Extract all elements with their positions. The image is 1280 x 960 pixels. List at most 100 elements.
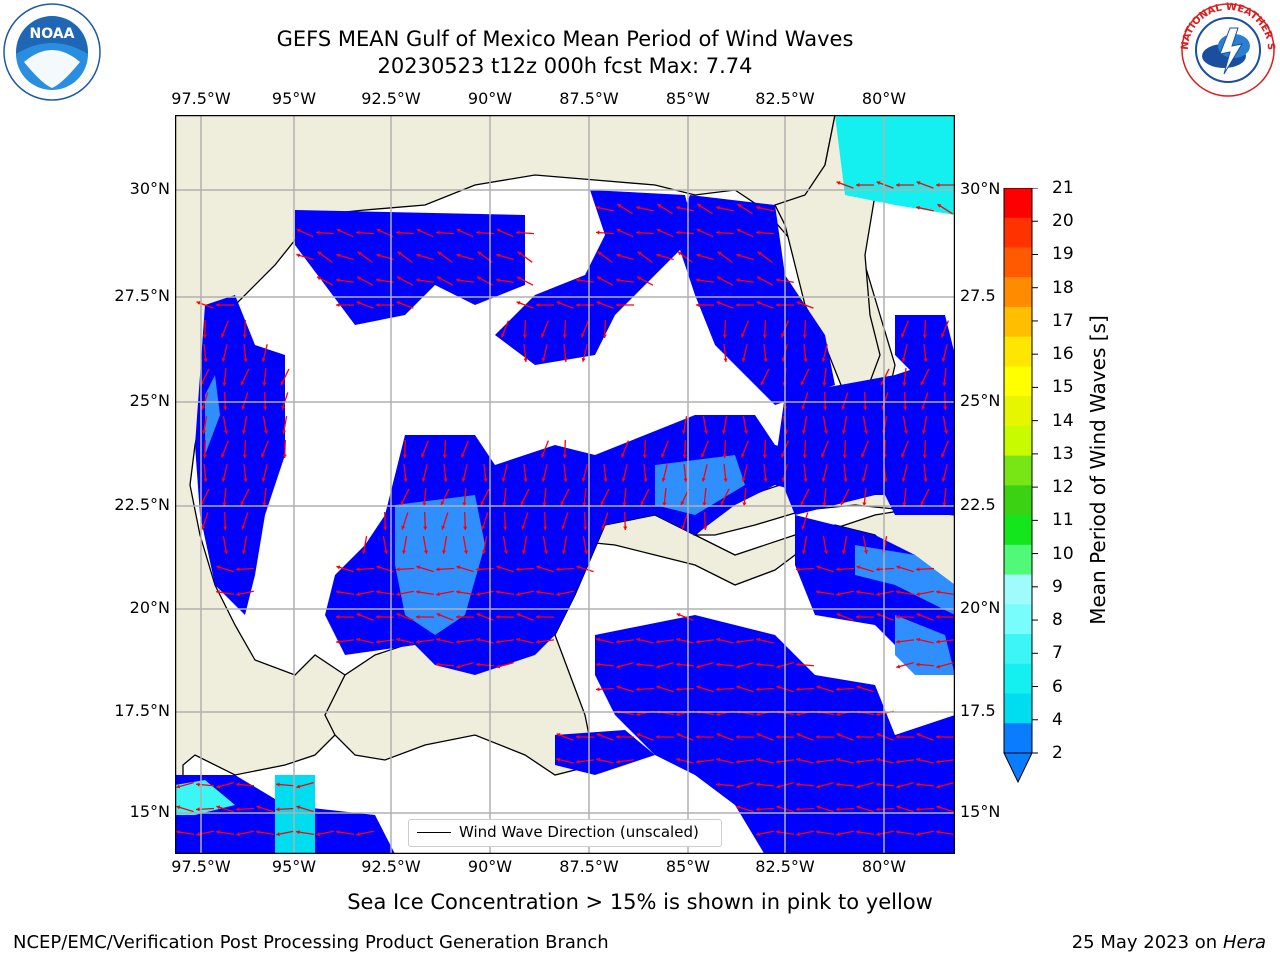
- wind-direction-arrow: [600, 488, 610, 506]
- wind-direction-arrow: [222, 536, 228, 554]
- wind-direction-arrow: [822, 367, 827, 387]
- wind-direction-arrow: [596, 301, 614, 309]
- wind-direction-arrow: [676, 205, 694, 212]
- wind-direction-arrow: [803, 463, 808, 483]
- wind-direction-arrow: [896, 565, 914, 573]
- wind-direction-arrow: [437, 251, 453, 263]
- wind-direction-arrow: [495, 639, 515, 644]
- wind-direction-arrow: [243, 343, 248, 363]
- wind-direction-arrow: [516, 276, 534, 286]
- lat-label-right: 17.5: [960, 701, 996, 720]
- colorbar-extend-arrow: [1003, 752, 1033, 784]
- wind-direction-arrow: [435, 567, 455, 572]
- wind-direction-arrow: [520, 488, 530, 506]
- wind-direction-arrow: [920, 368, 930, 386]
- wind-direction-arrow: [795, 807, 815, 812]
- wind-direction-arrow: [616, 685, 634, 693]
- wind-direction-arrow: [856, 565, 874, 573]
- wind-direction-arrow: [675, 687, 695, 692]
- wind-direction-arrow: [822, 536, 828, 554]
- wind-direction-arrow: [435, 230, 455, 235]
- wind-direction-arrow: [383, 511, 388, 531]
- colorbar-segment: [1004, 723, 1032, 754]
- wave-period-region: [195, 295, 285, 615]
- wind-direction-arrow: [516, 590, 534, 597]
- wind-direction-arrow: [903, 391, 908, 411]
- wind-direction-arrow: [615, 639, 635, 644]
- wind-direction-arrow: [222, 487, 227, 507]
- colorbar-segment: [1004, 634, 1032, 665]
- map-gridlines: [175, 115, 955, 854]
- wind-direction-arrow: [916, 757, 934, 764]
- footer-on-text: on: [1194, 932, 1218, 953]
- lat-label-right: 27.5: [960, 286, 996, 305]
- wind-direction-arrow: [596, 276, 614, 286]
- wind-direction-arrow: [677, 251, 693, 263]
- colorbar-segment: [1004, 425, 1032, 457]
- wind-direction-arrow: [902, 416, 908, 434]
- colorbar-tick-label: 9: [1052, 576, 1063, 597]
- wind-direction-arrow: [535, 639, 555, 644]
- wind-direction-arrow: [281, 392, 289, 410]
- wind-direction-arrow: [396, 590, 414, 597]
- wind-direction-arrow: [836, 613, 854, 621]
- wind-direction-arrow: [643, 463, 648, 483]
- wind-direction-arrow: [736, 302, 754, 308]
- wind-direction-arrow: [276, 830, 294, 837]
- wind-direction-arrow: [735, 278, 755, 283]
- wind-direction-arrow: [455, 278, 475, 283]
- wind-direction-arrow: [476, 637, 494, 644]
- colorbar-segment: [1004, 247, 1032, 278]
- wind-direction-arrow: [196, 830, 214, 837]
- wind-direction-arrow: [216, 805, 234, 813]
- wind-direction-arrow: [396, 613, 414, 621]
- wind-direction-arrow: [696, 302, 714, 308]
- wind-direction-arrow: [202, 319, 207, 339]
- wind-direction-arrow: [741, 464, 748, 482]
- wind-direction-arrow: [563, 463, 568, 483]
- wind-direction-arrow: [895, 759, 915, 764]
- colorbar-segment: [1004, 366, 1032, 397]
- wind-direction-arrow: [397, 251, 413, 263]
- lat-label-left: 22.5°N: [114, 495, 170, 514]
- wind-direction-arrow: [696, 662, 714, 669]
- wind-direction-arrow: [262, 367, 267, 387]
- wind-direction-arrow: [597, 251, 613, 263]
- wind-direction-arrow: [496, 253, 514, 261]
- wind-direction-arrow: [562, 439, 567, 459]
- wind-direction-arrow: [942, 416, 948, 434]
- wind-direction-arrow: [816, 782, 834, 789]
- footer-credit: NCEP/EMC/Verification Post Processing Pr…: [13, 932, 609, 953]
- lat-label-right: 25°N: [960, 391, 1001, 410]
- wind-direction-arrow: [521, 512, 529, 530]
- wind-direction-arrow: [501, 320, 509, 338]
- wind-direction-arrow: [455, 614, 475, 619]
- wind-direction-arrow: [335, 639, 355, 644]
- colorbar-segment: [1004, 396, 1032, 427]
- wind-direction-arrow: [562, 319, 567, 339]
- wind-direction-arrow: [916, 733, 934, 741]
- wind-direction-arrow: [601, 512, 609, 530]
- lon-label-top: 95°W: [271, 89, 317, 108]
- wind-direction-arrow: [697, 203, 713, 215]
- wind-direction-arrow: [936, 662, 954, 669]
- wind-direction-arrow: [495, 278, 515, 283]
- wind-direction-arrow: [396, 637, 414, 644]
- lat-label-left: 17.5°N: [114, 701, 170, 720]
- wind-direction-arrow: [802, 319, 807, 339]
- wind-direction-arrow: [422, 487, 427, 507]
- wave-period-region: [495, 190, 695, 365]
- wind-direction-arrow: [736, 253, 754, 261]
- wind-direction-arrow: [855, 759, 875, 764]
- wind-direction-arrow: [296, 830, 314, 836]
- wave-period-region: [555, 730, 655, 775]
- wind-direction-arrow: [516, 301, 534, 309]
- wind-direction-arrow: [642, 439, 647, 459]
- wind-direction-arrow: [516, 613, 534, 621]
- wind-direction-arrow: [356, 830, 374, 837]
- wind-direction-arrow: [403, 463, 408, 483]
- wind-direction-arrow: [921, 392, 929, 410]
- wave-period-region: [875, 475, 955, 515]
- colorbar-tick-label: 2: [1052, 743, 1063, 763]
- wind-direction-arrow: [836, 181, 854, 189]
